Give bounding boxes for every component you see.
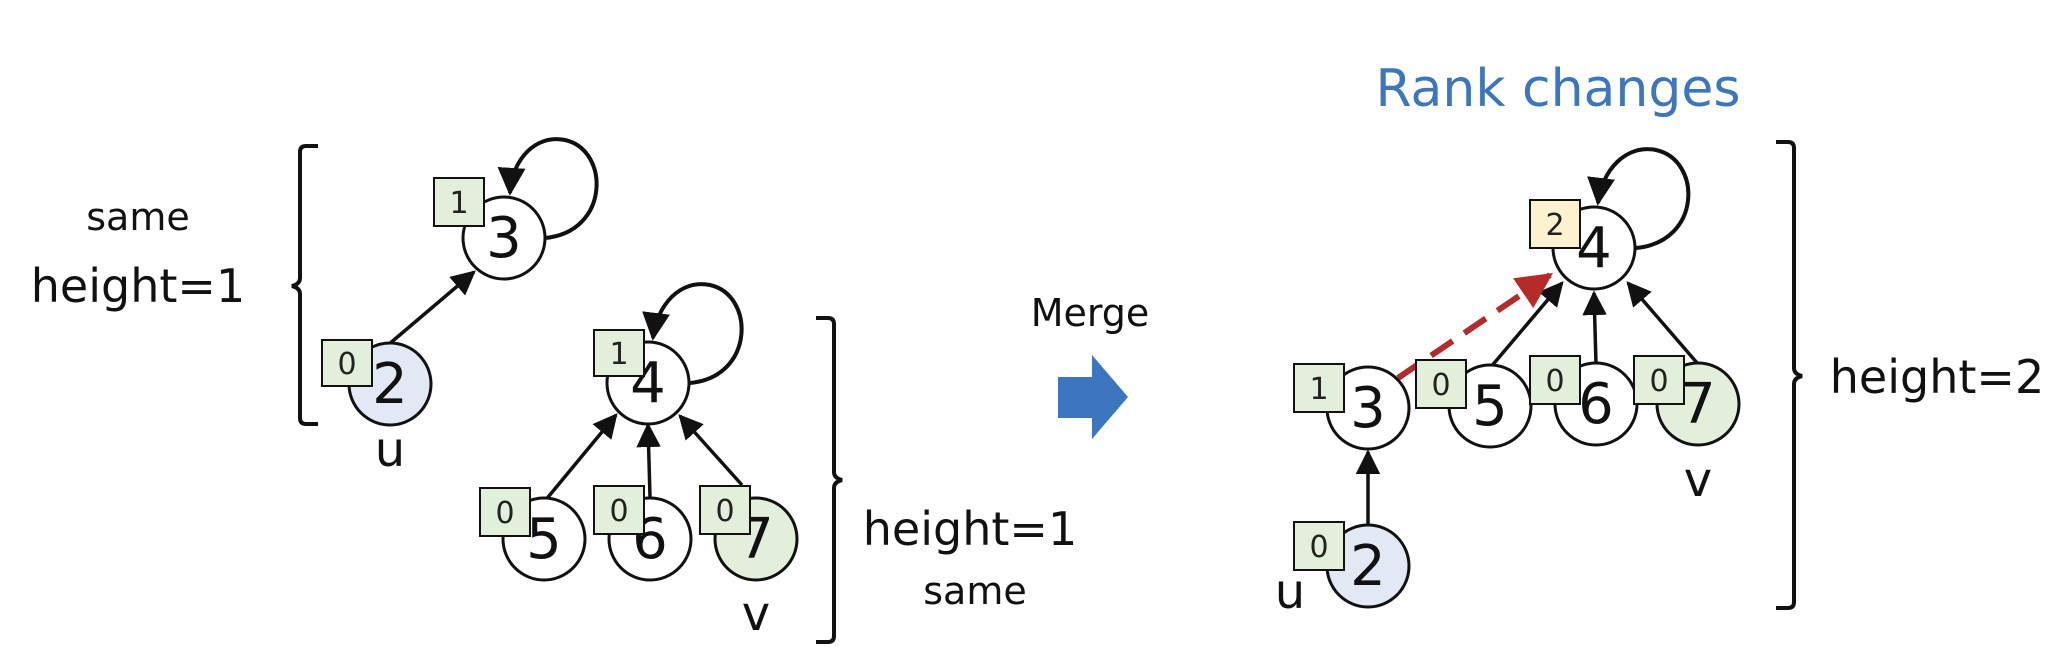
rank-box [1415, 359, 1467, 409]
same-label-bottom: same [923, 569, 1026, 613]
merge-step: Merge [1031, 291, 1150, 439]
rank-box [479, 487, 531, 537]
rank-box [1633, 355, 1685, 405]
left-edges [386, 270, 744, 504]
node-4-root: 4 2 [1529, 199, 1637, 291]
v-label-left: v [742, 586, 770, 642]
rank-box [593, 329, 645, 377]
rank-value: 2 [1545, 208, 1564, 243]
rank-changes-title: Rank changes [1376, 59, 1741, 119]
node-label: 7 [1680, 372, 1716, 437]
self-loop-4 [1587, 147, 1691, 250]
rank-box-changed [1529, 199, 1581, 249]
rank-box [593, 485, 645, 535]
u-label-left: u [375, 422, 405, 478]
node-3: 3 1 [1293, 363, 1411, 451]
edge-6-to-4 [1582, 290, 1607, 365]
rank-value: 1 [609, 337, 628, 372]
node-label: 5 [1472, 374, 1508, 439]
node-7-v: 7 0 [699, 485, 799, 582]
node-label: 2 [1350, 534, 1386, 599]
height-label-top: height=1 [31, 259, 245, 313]
node-label: 4 [1576, 216, 1612, 281]
rank-box [1293, 363, 1345, 413]
rank-box [699, 485, 751, 535]
v-label-right: v [1684, 452, 1712, 508]
merge-label: Merge [1031, 291, 1150, 335]
left-forest: same height=1 3 1 2 0 u 4 [31, 137, 1077, 644]
right-arrow-icon [1058, 355, 1128, 439]
rank-value: 1 [1309, 372, 1328, 407]
node-2-u: 2 0 [1293, 521, 1411, 609]
rank-box [321, 339, 373, 387]
node-7-v: 7 0 [1633, 355, 1741, 447]
node-6: 6 0 [1529, 355, 1639, 447]
right-edges [1355, 272, 1700, 528]
node-4: 4 1 [593, 329, 691, 426]
rank-value: 1 [449, 186, 468, 221]
node-6: 6 0 [593, 485, 693, 582]
edge-7-to-4 [1626, 281, 1700, 366]
node-label: 6 [1578, 372, 1614, 437]
self-loop-3 [497, 137, 599, 240]
height-label-right: height=2 [1830, 350, 2044, 404]
node-label: 3 [1350, 376, 1386, 441]
node-3: 3 1 [433, 177, 547, 281]
node-label: 3 [486, 206, 522, 271]
rank-value: 0 [1309, 530, 1328, 565]
rank-box [433, 177, 485, 227]
left-top-bracket [291, 144, 318, 426]
same-label-top: same [86, 195, 189, 239]
u-label-right: u [1275, 564, 1305, 620]
edge-6-to-4 [636, 422, 661, 498]
rank-box [1529, 355, 1581, 405]
rank-value: 0 [1649, 364, 1668, 399]
edge-2-to-3 [386, 270, 476, 347]
node-label: 5 [526, 507, 562, 572]
rank-value: 0 [1545, 364, 1564, 399]
node-5: 5 0 [1415, 359, 1533, 449]
edge-7-to-4 [678, 414, 744, 487]
node-5: 5 0 [479, 487, 587, 582]
left-bottom-bracket [816, 316, 843, 644]
new-edge-3-to-4 [1396, 272, 1553, 381]
rank-value: 0 [1431, 368, 1450, 403]
right-bracket [1776, 140, 1803, 610]
rank-value: 0 [495, 496, 514, 531]
height-label-bottom: height=1 [863, 502, 1077, 556]
edge-5-to-4 [542, 413, 618, 504]
self-loop-4 [642, 282, 744, 385]
rank-value: 0 [337, 347, 356, 382]
rank-box [1293, 521, 1345, 571]
node-label: 2 [372, 352, 408, 417]
right-forest: Rank changes 4 2 3 1 5 [1275, 59, 2044, 620]
rank-value: 0 [715, 494, 734, 529]
rank-value: 0 [609, 494, 628, 529]
node-2-u: 2 0 [321, 339, 433, 427]
